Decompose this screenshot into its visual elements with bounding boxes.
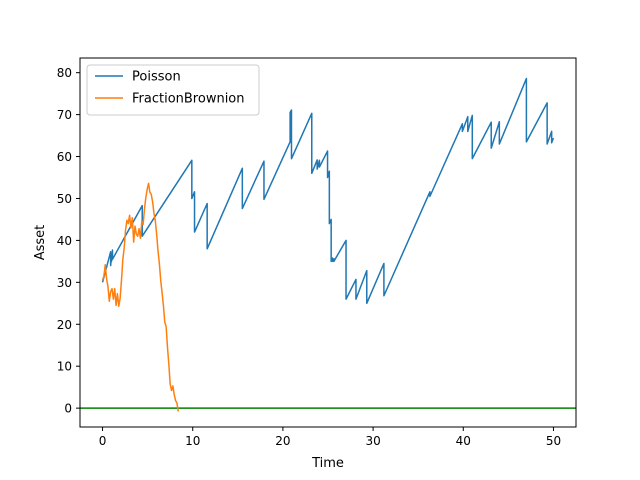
legend-box [86, 64, 260, 116]
plot-area [80, 58, 576, 427]
series-line-poisson [101, 77, 555, 305]
plot-frame [79, 57, 577, 428]
x-axis: 0 10 20 30 40 50 [99, 427, 561, 448]
x-tick-label: 30 [365, 434, 380, 448]
y-tick-label: 20 [57, 318, 72, 332]
y-tick-label: 60 [57, 150, 72, 164]
y-axis-label: Asset [33, 225, 48, 261]
legend: Poisson FractionBrownion [86, 64, 260, 116]
y-tick-label: 40 [57, 234, 72, 248]
y-tick-label: 70 [57, 108, 72, 122]
y-tick-label: 10 [57, 360, 72, 374]
series-line-fractionbrownion [101, 182, 180, 412]
x-tick-label: 50 [546, 434, 561, 448]
x-tick-label: 0 [99, 434, 107, 448]
y-tick-label: 50 [57, 192, 72, 206]
y-tick-label: 80 [57, 66, 72, 80]
x-tick-label: 40 [456, 434, 471, 448]
x-tick-label: 20 [275, 434, 290, 448]
legend-label-poisson: Poisson [132, 70, 181, 85]
y-tick-label: 30 [57, 276, 72, 290]
y-axis: 0 10 20 30 40 50 60 70 80 [57, 66, 80, 416]
series-layer [101, 77, 555, 412]
x-tick-label: 10 [185, 434, 200, 448]
x-axis-label: Time [311, 456, 344, 471]
y-tick-label: 0 [64, 402, 72, 416]
legend-label-fractionbrownion: FractionBrownion [132, 92, 245, 107]
